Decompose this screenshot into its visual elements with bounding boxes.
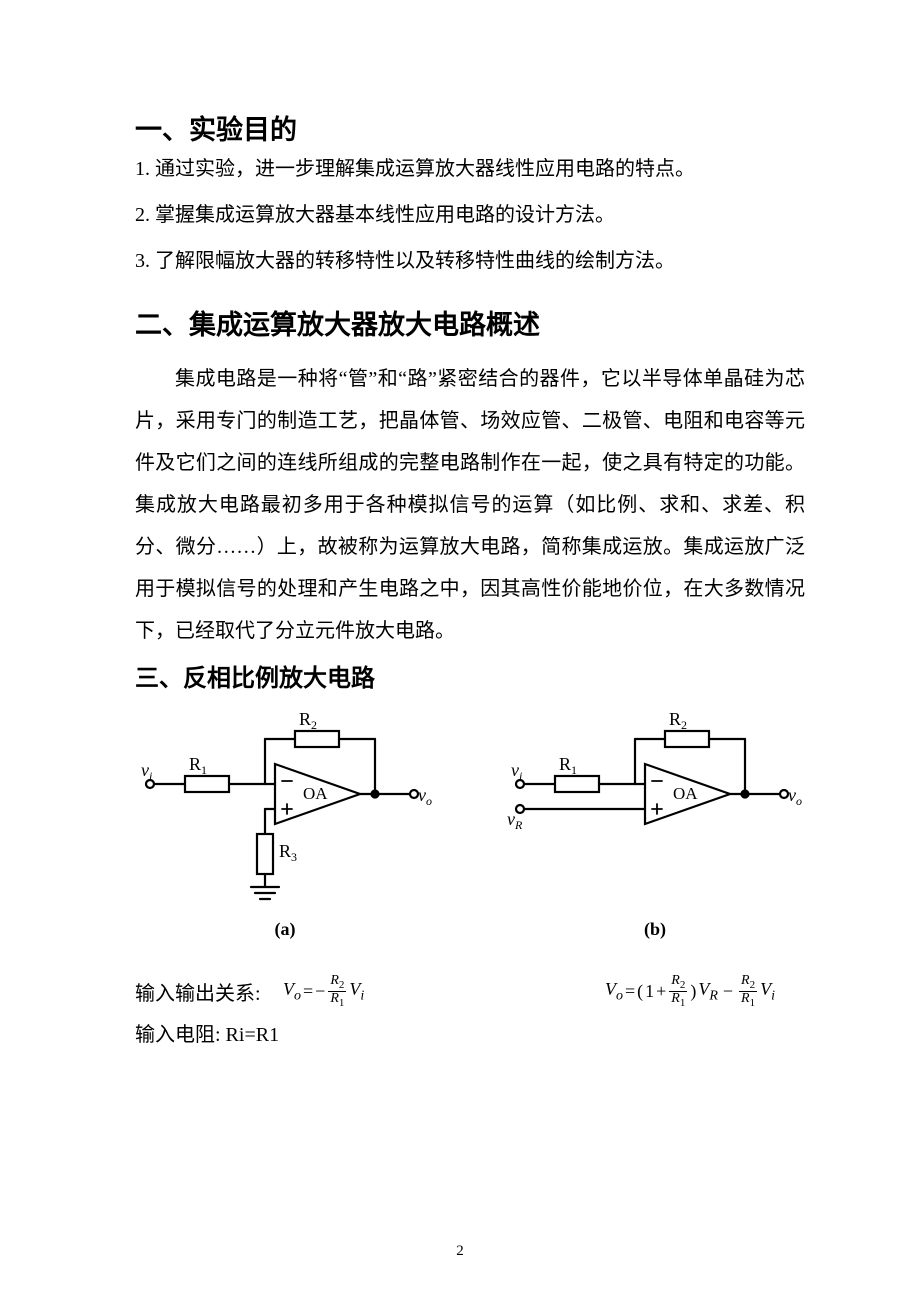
equation-label: 输入输出关系: (135, 977, 283, 1006)
section2-paragraph: 集成电路是一种将“管”和“路”紧密结合的器件，它以半导体单晶硅为芯片，采用专门的… (135, 358, 805, 652)
section1-heading: 一、实验目的 (135, 108, 805, 147)
equation-row: 输入输出关系: Vo = − R2 R1 Vi Vo = (1+ R2 R1 )… (135, 974, 805, 1010)
svg-text:R1: R1 (559, 754, 577, 777)
svg-text:R2: R2 (299, 709, 317, 732)
circuit-b-svg: vi vR R1 R2 OA vo (505, 709, 805, 909)
ca-r3: R (279, 841, 291, 861)
figure-a: vi R1 R2 R3 OA vo (a) (135, 709, 435, 940)
svg-text:vi: vi (141, 760, 152, 783)
ca-vo: v (418, 785, 426, 805)
figure-b: vi vR R1 R2 OA vo (b) (505, 709, 805, 940)
ca-oa: OA (303, 784, 328, 803)
svg-text:vo: vo (788, 785, 802, 808)
page: 一、实验目的 1. 通过实验，进一步理解集成运算放大器线性应用电路的特点。 2.… (0, 0, 920, 1302)
circuit-a-svg: vi R1 R2 R3 OA vo (135, 709, 435, 909)
ca-r1: R (189, 754, 201, 774)
section1-item-2: 2. 掌握集成运算放大器基本线性应用电路的设计方法。 (135, 199, 805, 231)
ca-vo-sub: o (426, 794, 432, 808)
ca-r2: R (299, 709, 311, 729)
cb-r1: R (559, 754, 571, 774)
svg-text:vo: vo (418, 785, 432, 808)
page-number: 2 (0, 1243, 920, 1260)
cb-vo-sub: o (796, 794, 802, 808)
section2-heading: 二、集成运算放大器放大电路概述 (135, 303, 805, 342)
cb-vr: v (507, 809, 515, 829)
cb-vo: v (788, 785, 796, 805)
figure-row: vi R1 R2 R3 OA vo (a) (135, 709, 805, 940)
equation-a: Vo = − R2 R1 Vi (283, 974, 483, 1010)
equation-b: Vo = (1+ R2 R1 ) VR − R2 R1 Vi (605, 974, 775, 1010)
section3-heading: 三、反相比例放大电路 (135, 658, 805, 693)
svg-text:R3: R3 (279, 841, 297, 864)
section1-item-1: 1. 通过实验，进一步理解集成运算放大器线性应用电路的特点。 (135, 153, 805, 185)
svg-text:R1: R1 (189, 754, 207, 777)
figure-b-caption: (b) (644, 919, 666, 940)
svg-text:R2: R2 (669, 709, 687, 732)
ca-vi: v (141, 760, 149, 780)
cb-r2: R (669, 709, 681, 729)
section1-item-3: 3. 了解限幅放大器的转移特性以及转移特性曲线的绘制方法。 (135, 245, 805, 277)
ca-vi-sub: i (149, 769, 152, 783)
input-resistance-line: 输入电阻: Ri=R1 (135, 1018, 805, 1047)
cb-oa: OA (673, 784, 698, 803)
cb-vr-sub: R (514, 818, 523, 832)
cb-vi: v (511, 760, 519, 780)
svg-text:vi: vi (511, 760, 522, 783)
cb-vi-sub: i (519, 769, 522, 783)
figure-a-caption: (a) (275, 919, 296, 940)
